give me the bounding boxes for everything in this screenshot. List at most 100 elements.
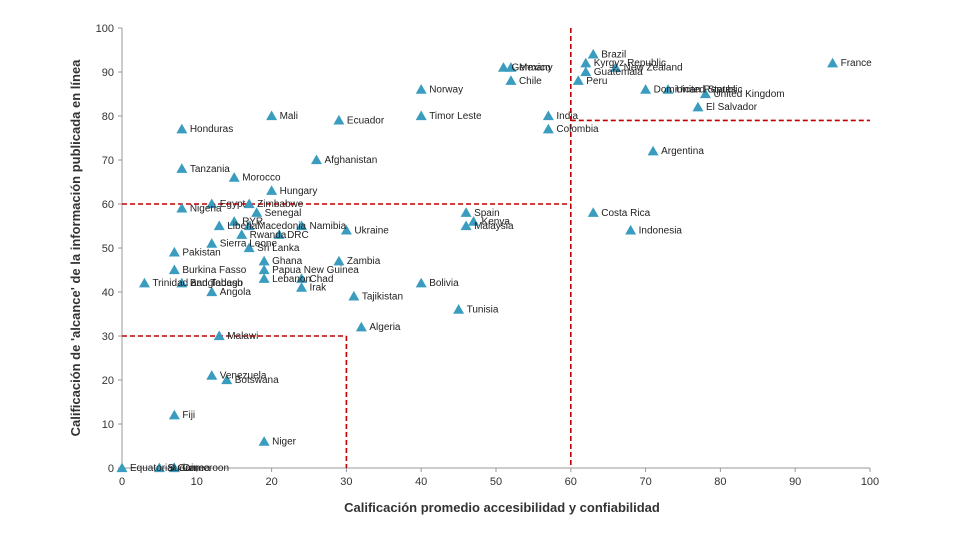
x-tick-label: 20 (265, 476, 277, 488)
x-tick-label: 70 (639, 476, 651, 488)
x-tick-label: 100 (861, 476, 879, 488)
data-point-marker (625, 224, 637, 235)
data-point-label: Nigeria (190, 203, 222, 214)
data-point-label: Dominican Republic (654, 85, 743, 96)
y-tick-label: 30 (102, 331, 114, 343)
x-axis-title: Calificación promedio accesibilidad y co… (344, 500, 660, 515)
data-point-marker (273, 229, 285, 239)
data-point-label: Tunisia (467, 305, 499, 316)
y-tick-label: 80 (102, 111, 114, 123)
data-point-label: Botswana (235, 375, 279, 386)
data-point-label: Namibia (310, 221, 347, 232)
data-point-label: Sri Lanka (257, 243, 300, 254)
data-point-label: France (841, 58, 873, 69)
data-point-marker (296, 220, 308, 231)
x-tick-label: 30 (340, 476, 352, 488)
data-point-marker (460, 207, 472, 217)
data-point-label: Mali (280, 111, 298, 122)
data-point-label: Argentina (661, 146, 704, 157)
data-point-label: Equatorial Guinea (130, 463, 210, 474)
data-point-marker (587, 48, 599, 59)
data-point-label: Kenya (482, 217, 511, 228)
data-point-label: Angola (220, 287, 252, 298)
data-point-label: Tajikistan (362, 291, 403, 302)
data-point-marker (415, 84, 427, 94)
data-point-marker (497, 62, 509, 72)
data-point-marker (333, 255, 345, 266)
data-point-marker (206, 238, 218, 248)
data-point-label: DRC (287, 230, 309, 241)
data-point-marker (138, 277, 150, 288)
data-point-label: Afghanistan (324, 155, 377, 166)
x-tick-label: 80 (714, 476, 726, 488)
data-point-label: Fiji (182, 410, 195, 421)
y-axis-title: Calificación de 'alcance' de la informac… (68, 59, 83, 437)
data-point-marker (647, 145, 659, 156)
data-point-marker (355, 321, 367, 332)
data-point-label: Egypt (220, 199, 246, 210)
data-point-marker (542, 123, 554, 134)
data-point-marker (206, 370, 218, 380)
data-point-marker (460, 220, 472, 231)
y-tick-label: 40 (102, 287, 114, 299)
data-point-marker (206, 198, 218, 209)
data-point-label: New Zealand (624, 63, 683, 74)
y-tick-label: 60 (102, 199, 114, 211)
data-point-label: Papua New Guinea (272, 265, 359, 276)
data-point-marker (699, 88, 711, 99)
data-point-marker (333, 114, 345, 125)
data-point-label: Chad (310, 274, 334, 285)
data-point-marker (542, 110, 554, 121)
data-point-label: Colombia (556, 124, 599, 135)
data-point-marker (258, 264, 270, 275)
data-point-marker (505, 62, 517, 72)
data-point-label: Macedonia (257, 221, 306, 232)
data-point-label: Malawi (227, 331, 258, 342)
data-point-label: Niger (272, 437, 297, 448)
data-point-marker (348, 290, 360, 301)
data-point-label: Malaysia (474, 221, 514, 232)
data-point-label: Pakistan (182, 247, 220, 258)
data-point-label: Ukraine (354, 225, 389, 236)
data-point-marker (176, 277, 188, 288)
data-point-label: Hungary (280, 186, 318, 197)
data-point-marker (168, 462, 180, 473)
data-point-marker (243, 220, 255, 231)
data-point-label: Costa Rica (601, 208, 650, 219)
data-point-marker (213, 220, 225, 231)
data-point-marker (221, 374, 233, 385)
data-point-label: Zambia (347, 256, 381, 267)
data-point-label: Zimbabwe (257, 199, 304, 210)
data-point-marker (468, 216, 480, 226)
data-point-label: Morocco (242, 173, 281, 184)
data-point-label: Timor Leste (429, 111, 482, 122)
data-point-marker (296, 282, 308, 292)
data-point-marker (228, 216, 240, 226)
data-point-marker (243, 242, 255, 253)
data-point-marker (116, 462, 128, 473)
data-point-label: Sudan (167, 463, 196, 474)
data-point-label: Burkina Fasso (182, 265, 246, 276)
x-tick-label: 50 (490, 476, 502, 488)
data-point-marker (176, 202, 188, 213)
data-point-marker (296, 273, 308, 283)
data-point-marker (572, 75, 584, 85)
data-point-label: Liberia (227, 221, 257, 232)
data-point-label: Guatemala (594, 67, 643, 78)
data-point-marker (258, 273, 270, 283)
data-point-marker (266, 110, 278, 121)
data-point-label: Rwanda (250, 230, 287, 241)
data-point-marker (176, 123, 188, 134)
x-tick-label: 0 (119, 476, 125, 488)
data-point-label: Senegal (265, 208, 302, 219)
data-point-marker (580, 66, 592, 77)
data-point-marker (228, 172, 240, 182)
y-tick-label: 0 (108, 463, 114, 475)
data-point-label: India (556, 111, 578, 122)
data-point-label: Irak (310, 283, 328, 294)
x-tick-label: 10 (191, 476, 203, 488)
data-point-label: Ghana (272, 256, 302, 267)
x-tick-label: 40 (415, 476, 427, 488)
